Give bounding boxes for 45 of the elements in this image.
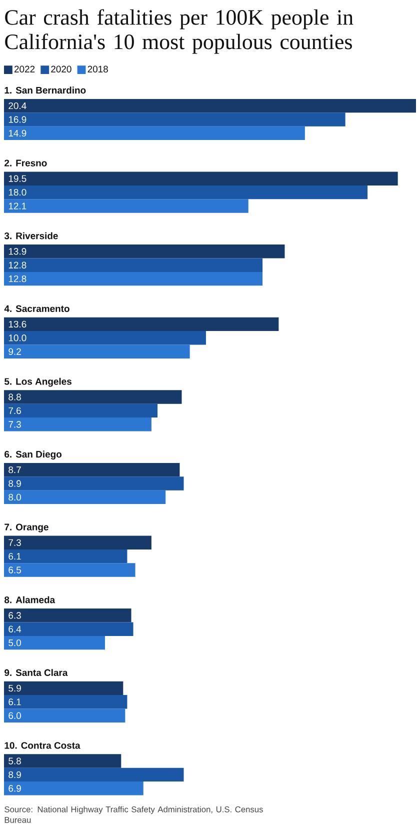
- data-label: 20.4: [8, 102, 26, 110]
- data-label: 7.3: [8, 421, 21, 428]
- data-label: 8.9: [8, 480, 21, 487]
- data-label: 9.2: [8, 348, 21, 355]
- legend-label: 2020: [51, 66, 72, 72]
- data-label: 6.9: [8, 785, 21, 792]
- data-label: 8.0: [8, 494, 21, 501]
- y-tick-label: 5. Los Angeles: [4, 378, 72, 387]
- data-label: 8.8: [8, 394, 21, 400]
- data-label: 19.5: [8, 175, 26, 182]
- data-label: 8.7: [8, 466, 21, 474]
- data-label: 12.8: [8, 262, 26, 268]
- data-label: 7.6: [8, 407, 21, 414]
- data-label: 10.0: [8, 334, 26, 342]
- data-label: 5.9: [8, 684, 21, 692]
- data-label: 6.5: [8, 566, 21, 574]
- data-label: 13.9: [8, 248, 26, 255]
- y-tick-label: 6. San Diego: [4, 450, 62, 460]
- y-tick-label: 7. Orange: [4, 524, 48, 532]
- chart-title: Car crash fatalities per 100K people in California's 10 most populous counties: [5, 9, 354, 54]
- data-label: 13.6: [8, 320, 26, 328]
- y-tick-label: 3. Riverside: [4, 232, 58, 240]
- data-label: 5.8: [8, 758, 21, 764]
- legend-label: 2018: [88, 66, 108, 72]
- data-label: 18.0: [8, 188, 26, 196]
- annotation: Source: National Highway Traffic Safety Administration, U.S. Census Bureau: [4, 806, 263, 823]
- data-label: 7.3: [8, 539, 21, 546]
- y-tick-label: 4. Sacramento: [4, 305, 70, 312]
- y-tick-label: 9. Santa Clara: [4, 669, 68, 676]
- y-tick-label: 1. San Bernardino: [4, 86, 86, 94]
- legend-label: 2022: [14, 66, 35, 72]
- data-label: 5.0: [8, 639, 21, 646]
- data-label: 6.0: [8, 712, 21, 719]
- data-label: 14.9: [8, 130, 26, 137]
- data-label: 12.1: [8, 202, 26, 210]
- data-label: 6.4: [8, 626, 22, 632]
- data-label: 6.3: [8, 612, 21, 619]
- data-label: 12.8: [8, 275, 26, 282]
- y-tick-label: 10. Contra Costa: [4, 742, 80, 749]
- y-tick-label: 2. Fresno: [4, 160, 47, 166]
- data-label: 6.1: [8, 698, 21, 706]
- data-label: 8.9: [8, 771, 21, 778]
- data-label: 6.1: [8, 552, 21, 560]
- y-tick-label: 8. Alameda: [4, 596, 56, 604]
- data-label: 16.9: [8, 116, 26, 123]
